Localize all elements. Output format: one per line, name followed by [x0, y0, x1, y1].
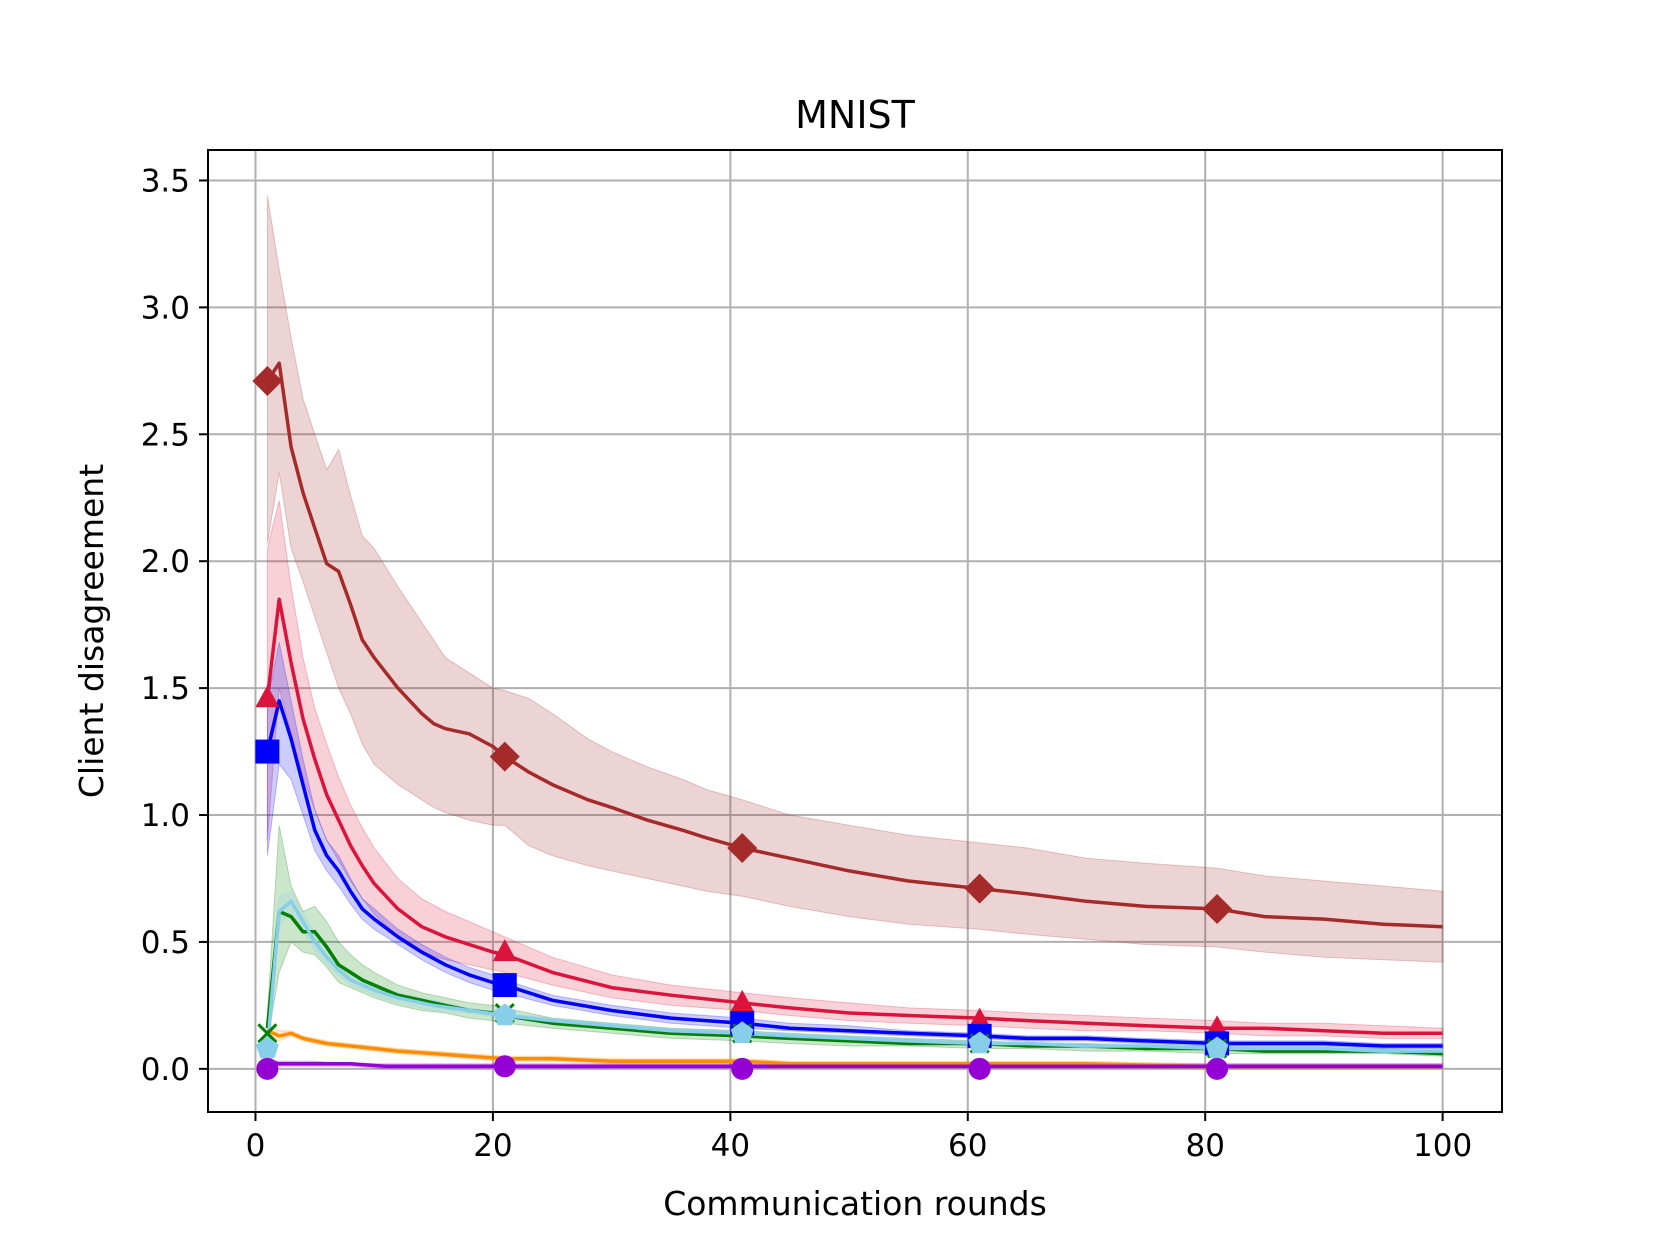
series-brown-diamond-marker — [1202, 893, 1233, 924]
series-purple-circle-line — [267, 1059, 1443, 1069]
series-brown-diamond-line — [265, 361, 1443, 929]
x-tick-label: 80 — [1185, 1128, 1224, 1164]
series-crimson-triangle-line — [265, 597, 1443, 1036]
series-blue-square-marker — [255, 739, 280, 764]
series-blue-square-band — [266, 642, 1444, 1049]
series-skyblue-pentagon-marker — [730, 1021, 754, 1043]
series-markers — [252, 365, 1233, 1080]
x-axis-label: Communication rounds — [663, 1184, 1047, 1223]
series-brown-diamond-marker — [489, 741, 520, 772]
series-skyblue-pentagon-marker — [493, 1003, 517, 1026]
y-axis-label: Client disagreement — [72, 464, 111, 798]
x-tick-label: 0 — [246, 1128, 266, 1164]
series-purple-circle-marker — [731, 1057, 754, 1080]
y-tick-label: 2.0 — [141, 544, 190, 580]
series-crimson-triangle-marker — [492, 939, 517, 962]
series-brown-diamond-marker — [727, 833, 758, 864]
series-purple-circle-marker — [1206, 1057, 1229, 1080]
series-skyblue-pentagon-marker — [1205, 1036, 1229, 1059]
x-tick-label: 20 — [473, 1128, 512, 1164]
y-tick-label: 3.5 — [141, 163, 190, 199]
y-tick-label: 2.5 — [141, 417, 190, 453]
x-tick-label: 60 — [948, 1128, 987, 1164]
y-tick-label: 1.5 — [141, 671, 190, 707]
x-tick-label: 100 — [1413, 1128, 1472, 1164]
series-skyblue-pentagon-marker — [255, 1036, 279, 1059]
y-tick-label: 3.0 — [141, 290, 190, 326]
x-tick-label: 40 — [711, 1128, 750, 1164]
series-purple-circle-marker — [968, 1057, 991, 1080]
series-skyblue-pentagon-marker — [968, 1031, 992, 1054]
series-purple-circle-marker — [256, 1057, 279, 1080]
series-blue-square-marker — [492, 973, 517, 998]
series-brown-diamond-band — [266, 195, 1444, 963]
y-tick-label: 0.0 — [141, 1052, 190, 1088]
series-green-x-band — [266, 825, 1444, 1057]
plot-frame — [207, 149, 1503, 1113]
chart-title: MNIST — [795, 93, 916, 137]
series-brown-diamond-marker — [964, 873, 995, 904]
series-crimson-triangle-marker — [255, 685, 280, 708]
series-lines — [265, 361, 1443, 1069]
x-axis-ticks: 0 20 40 60 80 100 — [246, 1112, 1472, 1164]
series-skyblue-pentagon-line — [265, 899, 1443, 1053]
y-axis-ticks: 0.0 0.5 1.0 1.5 2.0 2.5 3.0 3.5 — [141, 163, 208, 1088]
y-tick-label: 1.0 — [141, 798, 190, 834]
series-green-x-marker — [257, 1023, 278, 1044]
series-blue-square-line — [265, 699, 1443, 1048]
grid — [208, 150, 1502, 1112]
series-purple-circle-marker — [493, 1055, 516, 1078]
y-tick-label: 0.5 — [141, 925, 190, 961]
series-brown-diamond-marker — [252, 365, 283, 396]
series-crimson-triangle-marker — [730, 989, 755, 1012]
